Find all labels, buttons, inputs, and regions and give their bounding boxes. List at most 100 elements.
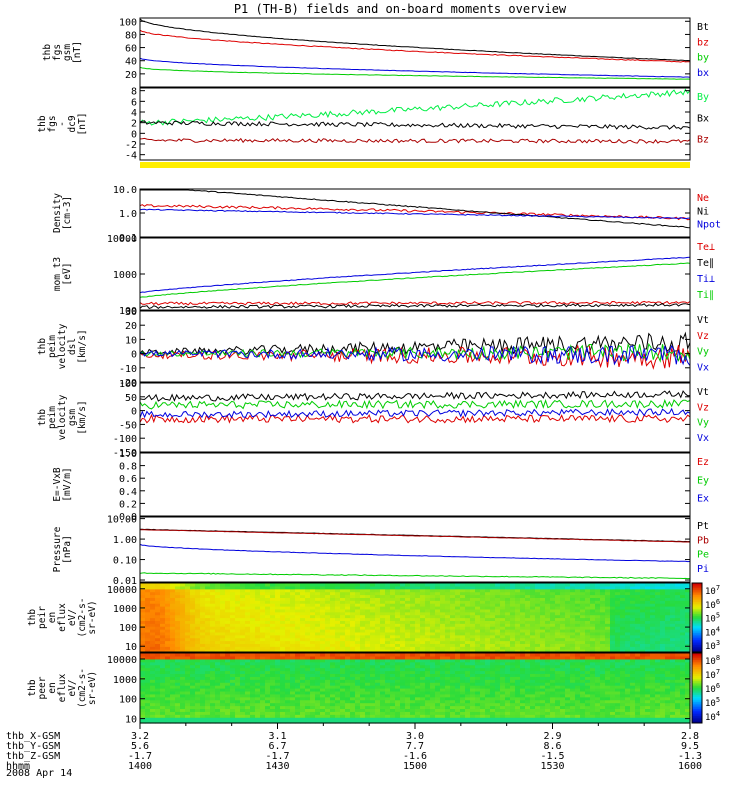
- spectrogram-cell: [340, 682, 346, 686]
- spectrogram-cell: [355, 688, 361, 692]
- spectrogram-cell: [410, 653, 416, 657]
- spectrogram-cell: [420, 720, 426, 724]
- spectrogram-cell: [350, 653, 356, 657]
- spectrogram-cell: [205, 594, 211, 598]
- spectrogram-cell: [640, 626, 646, 630]
- spectrogram-cell: [140, 640, 146, 644]
- spectrogram-cell: [440, 693, 446, 698]
- spectrogram-cell: [190, 688, 196, 692]
- spectrogram-cell: [660, 611, 666, 616]
- spectrogram-cell: [435, 705, 441, 710]
- spectrogram-cell: [185, 655, 191, 660]
- spectrogram-cell: [340, 676, 346, 680]
- spectrogram-cell: [270, 676, 276, 680]
- spectrogram-cell: [355, 705, 361, 710]
- spectrogram-cell: [525, 699, 531, 704]
- spectrogram-cell: [335, 661, 341, 666]
- spectrogram-cell: [610, 643, 616, 647]
- spectrogram-cell: [620, 614, 626, 619]
- spectrogram-cell: [145, 600, 151, 604]
- spectrogram-cell: [280, 614, 286, 619]
- spectrogram-cell: [270, 664, 276, 669]
- spectrogram-cell: [510, 583, 516, 587]
- spectrogram-cell: [365, 583, 371, 587]
- spectrogram-cell: [350, 696, 356, 701]
- spectrogram-cell: [540, 688, 546, 692]
- spectrogram-cell: [680, 643, 686, 647]
- spectrogram-cell: [545, 667, 551, 672]
- spectrogram-cell: [205, 693, 211, 698]
- spectrogram-cell: [675, 603, 681, 607]
- spectrogram-cell: [315, 617, 321, 621]
- spectrogram-cell: [290, 711, 296, 715]
- spectrogram-cell: [565, 655, 571, 660]
- spectrogram-cell: [465, 640, 471, 644]
- spectrogram-cell: [190, 714, 196, 718]
- spectrogram-cell: [475, 591, 481, 596]
- spectrogram-cell: [500, 667, 506, 672]
- spectrogram-cell: [195, 658, 201, 663]
- spectrogram-cell: [205, 600, 211, 604]
- spectrogram-cell: [505, 711, 511, 715]
- spectrogram-cell: [315, 699, 321, 704]
- spectrogram-cell: [255, 670, 261, 675]
- spectrogram-cell: [150, 631, 156, 636]
- spectrogram-cell: [605, 608, 611, 613]
- spectrogram-cell: [365, 634, 371, 639]
- spectrogram-cell: [425, 653, 431, 657]
- spectrogram-cell: [645, 643, 651, 647]
- spectrogram-cell: [215, 670, 221, 675]
- spectrogram-cell: [575, 611, 581, 616]
- y-tick-label: -4: [125, 151, 137, 162]
- spectrogram-cell: [585, 583, 591, 587]
- spectrogram-cell: [265, 583, 271, 587]
- y-tick-label: 0: [131, 350, 137, 361]
- spectrogram-cell: [425, 591, 431, 596]
- spectrogram-cell: [315, 667, 321, 672]
- spectrogram-cell: [320, 655, 326, 660]
- spectrogram-cell: [305, 679, 311, 683]
- spectrogram-cell: [615, 631, 621, 636]
- spectrogram-cell: [645, 583, 651, 587]
- y-axis-label: en: [47, 612, 58, 623]
- spectrogram-cell: [375, 658, 381, 663]
- spectrogram-cell: [530, 626, 536, 630]
- spectrogram-cell: [370, 591, 376, 596]
- spectrogram-cell: [540, 606, 546, 610]
- spectrogram-cell: [285, 588, 291, 593]
- spectrogram-cell: [420, 603, 426, 607]
- spectrogram-cell: [450, 620, 456, 624]
- spectrogram-cell: [670, 634, 676, 639]
- spectrogram-cell: [295, 643, 301, 647]
- spectrogram-cell: [460, 682, 466, 686]
- spectrogram-cell: [435, 676, 441, 680]
- spectrogram-cell: [230, 673, 236, 677]
- spectrogram-cell: [480, 667, 486, 672]
- spectrogram-cell: [175, 685, 181, 689]
- spectrogram-cell: [655, 617, 661, 621]
- spectrogram-cell: [305, 714, 311, 718]
- spectrogram-cell: [310, 617, 316, 621]
- spectrogram-cell: [640, 600, 646, 604]
- spectrogram-cell: [470, 646, 476, 650]
- spectrogram-cell: [505, 717, 511, 721]
- spectrogram-cell: [425, 594, 431, 598]
- spectrogram-cell: [635, 588, 641, 593]
- spectrogram-cell: [170, 685, 176, 689]
- spectrogram-cell: [590, 626, 596, 630]
- spectrogram-cell: [685, 614, 691, 619]
- spectrogram-cell: [430, 603, 436, 607]
- spectrogram-cell: [390, 617, 396, 621]
- spectrogram-cell: [540, 661, 546, 666]
- spectrogram-cell: [480, 658, 486, 663]
- spectrogram-cell: [395, 585, 401, 590]
- spectrogram-cell: [275, 640, 281, 644]
- spectrogram-cell: [475, 611, 481, 616]
- spectrogram-cell: [475, 583, 481, 587]
- spectrogram-cell: [270, 626, 276, 630]
- y-tick-label: 0.01: [113, 576, 137, 587]
- spectrogram-cell: [650, 597, 656, 601]
- spectrogram-cell: [255, 591, 261, 596]
- spectrogram-cell: [340, 661, 346, 666]
- spectrogram-cell: [165, 655, 171, 660]
